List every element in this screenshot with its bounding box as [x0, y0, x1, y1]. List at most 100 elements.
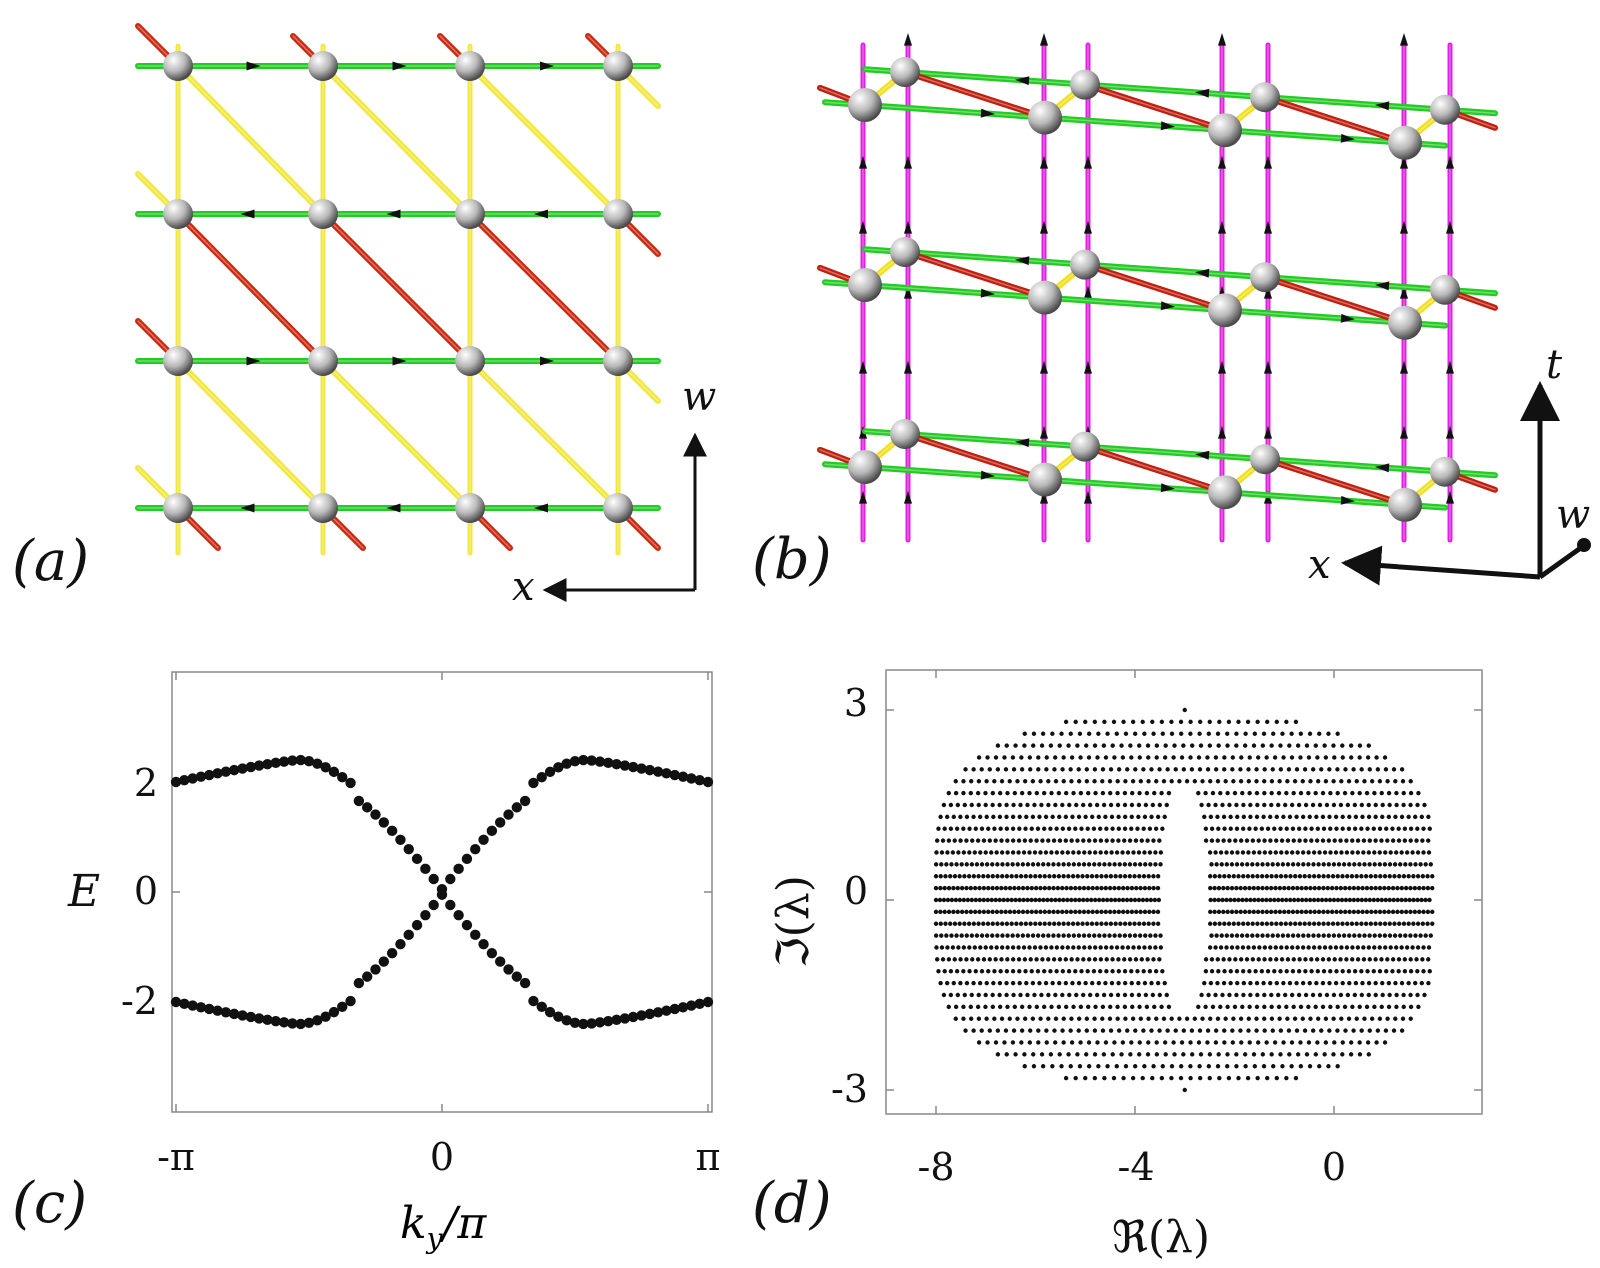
eigenvalue-point: [1085, 826, 1090, 831]
eigenvalue-point: [1188, 755, 1193, 760]
eigenvalue-point: [1324, 992, 1330, 998]
eigenvalue-point: [1056, 874, 1062, 879]
eigenvalue-point: [1114, 850, 1120, 855]
eigenvalue-point: [971, 874, 977, 879]
band-point: [204, 1003, 215, 1015]
eigenvalue-point: [1132, 897, 1138, 903]
eigenvalue-point: [1420, 957, 1425, 962]
eigenvalue-point: [987, 957, 992, 962]
eigenvalue-point: [1021, 850, 1027, 855]
eigenvalue-point: [1274, 838, 1279, 843]
eigenvalue-point: [1178, 1075, 1184, 1081]
eigenvalue-point: [1118, 921, 1123, 926]
eigenvalue-point: [1114, 731, 1119, 736]
eigenvalue-point: [1038, 885, 1043, 891]
eigenvalue-point: [1081, 933, 1087, 938]
eigenvalue-point: [1345, 921, 1350, 926]
eigenvalue-point: [1053, 897, 1058, 903]
band-point: [619, 1013, 631, 1024]
x-tick-pi: π: [696, 1135, 721, 1179]
eigenvalue-point: [1097, 826, 1103, 831]
band-point: [253, 1013, 265, 1024]
eigenvalue-point: [1290, 969, 1296, 974]
eigenvalue-point: [1260, 933, 1265, 938]
eigenvalue-point: [933, 933, 939, 938]
eigenvalue-point: [1150, 719, 1155, 725]
eigenvalue-point: [978, 945, 983, 950]
eigenvalue-point: [1311, 945, 1317, 950]
eigenvalue-point: [1157, 992, 1163, 998]
eigenvalue-point: [1061, 1016, 1066, 1021]
diagonal-bond-highlight: [322, 65, 471, 215]
eigenvalue-point: [1282, 802, 1288, 808]
eigenvalue-point: [1355, 850, 1361, 855]
eigenvalue-point: [993, 755, 999, 760]
eigenvalue-point: [994, 945, 999, 950]
eigenvalue-point: [1234, 1064, 1239, 1069]
lattice-site-front: [1208, 475, 1242, 510]
eigenvalue-point: [1049, 897, 1054, 903]
band-point: [553, 1011, 564, 1022]
eigenvalue-point: [1230, 1040, 1236, 1045]
eigenvalue-point: [1293, 1075, 1299, 1081]
eigenvalue-point: [1139, 957, 1144, 962]
eigenvalue-point: [1014, 921, 1019, 926]
eigenvalue-point: [1077, 1064, 1083, 1069]
eigenvalue-point: [1231, 1016, 1236, 1021]
eigenvalue-point: [1122, 933, 1128, 938]
eigenvalue-point: [1137, 755, 1142, 760]
eigenvalue-point: [1251, 885, 1256, 891]
eigenvalue-point: [1090, 980, 1095, 986]
eigenvalue-point: [1374, 1040, 1379, 1045]
eigenvalue-point: [1228, 969, 1233, 974]
front-arrow: [1160, 301, 1175, 311]
eigenvalue-point: [933, 897, 939, 903]
eigenvalue-point: [1123, 731, 1129, 736]
eigenvalue-point: [1335, 790, 1340, 796]
eigenvalue-point: [936, 969, 941, 974]
eigenvalue-point: [1238, 885, 1243, 891]
eigenvalue-point: [1207, 719, 1212, 725]
eigenvalue-point: [1386, 909, 1391, 915]
eigenvalue-point: [1132, 933, 1138, 938]
eigenvalue-point: [1276, 1004, 1282, 1010]
eigenvalue-point: [1157, 1028, 1162, 1033]
eigenvalue-point: [1339, 945, 1344, 950]
band-point: [503, 809, 514, 820]
eigenvalue-point: [1413, 862, 1418, 867]
eigenvalue-point: [1025, 897, 1030, 903]
eigenvalue-point: [1268, 957, 1273, 962]
eigenvalue-point: [1104, 957, 1109, 962]
band-point: [561, 1015, 572, 1026]
time-arrow: [1039, 221, 1049, 234]
eigenvalue-point: [1302, 767, 1308, 772]
eigenvalue-point: [1084, 767, 1090, 772]
eigenvalue-point: [1386, 885, 1391, 891]
eigenvalue-point: [1133, 957, 1139, 962]
eigenvalue-point: [1260, 909, 1265, 915]
eigenvalue-point: [1333, 945, 1339, 950]
red-bond: [1262, 94, 1408, 146]
eigenvalue-point: [1252, 897, 1257, 903]
eigenvalue-point: [1284, 790, 1289, 796]
eigenvalue-point: [1399, 885, 1404, 891]
eigenvalue-point: [1096, 731, 1101, 736]
eigenvalue-point: [1278, 921, 1284, 926]
band-point: [445, 899, 456, 911]
eigenvalue-point: [1373, 802, 1378, 808]
eigenvalue-point: [1393, 980, 1398, 986]
eigenvalue-point: [970, 957, 975, 962]
eigenvalue-point: [1300, 945, 1306, 950]
eigenvalue-point: [1158, 862, 1163, 867]
eigenvalue-point: [1351, 885, 1357, 891]
eigenvalue-point: [984, 980, 989, 986]
eigenvalue-point: [1203, 1004, 1208, 1010]
eigenvalue-point: [1339, 779, 1344, 784]
eigenvalue-point: [1188, 1075, 1193, 1081]
eigenvalue-point: [999, 921, 1005, 926]
eigenvalue-point: [1307, 897, 1313, 903]
eigenvalue-point: [1154, 1016, 1159, 1021]
eigenvalue-point: [1103, 850, 1109, 855]
eigenvalue-point: [1130, 1075, 1136, 1081]
eigenvalue-point: [1128, 897, 1134, 903]
